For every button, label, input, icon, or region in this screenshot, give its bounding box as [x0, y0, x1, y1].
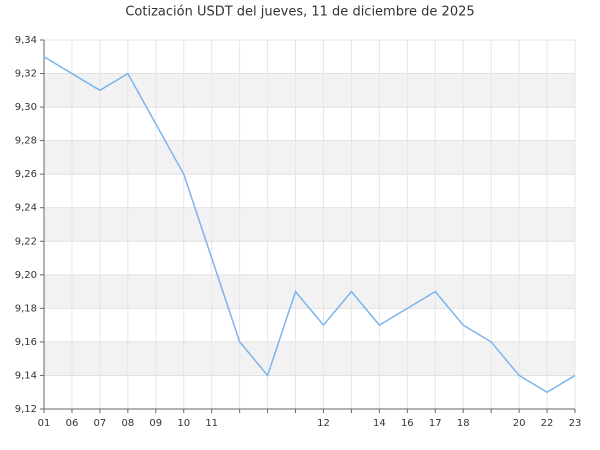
- y-tick-label: 9,28: [15, 136, 37, 147]
- grid-band: [44, 274, 575, 309]
- y-tick-label: 9,30: [15, 102, 37, 113]
- x-tick-label: 22: [541, 418, 554, 429]
- y-tick-label: 9,34: [15, 35, 37, 46]
- y-tick-label: 9,16: [15, 337, 37, 348]
- x-tick-label: 06: [66, 418, 79, 429]
- grid-band: [44, 341, 575, 376]
- x-tick-label: 10: [177, 418, 190, 429]
- x-tick-label: 11: [205, 418, 218, 429]
- x-tick-label: 09: [149, 418, 162, 429]
- grid-band: [44, 207, 575, 242]
- x-tick-label: 17: [429, 418, 442, 429]
- y-tick-label: 9,20: [15, 270, 37, 281]
- y-tick-label: 9,22: [15, 236, 37, 247]
- x-tick-label: 07: [94, 418, 107, 429]
- x-tick-label: 20: [513, 418, 526, 429]
- x-tick-label: 12: [317, 418, 330, 429]
- x-tick-label: 08: [121, 418, 134, 429]
- grid-band: [44, 73, 575, 108]
- x-tick-label: 18: [457, 418, 470, 429]
- y-tick-label: 9,26: [15, 169, 37, 180]
- y-tick-label: 9,14: [15, 370, 37, 381]
- y-tick-label: 9,12: [15, 404, 37, 415]
- chart-title: Cotización USDT del jueves, 11 de diciem…: [125, 5, 474, 20]
- line-series: [43, 56, 576, 394]
- y-tick-label: 9,18: [15, 303, 37, 314]
- x-tick-label: 14: [373, 418, 386, 429]
- y-tick-label: 9,24: [15, 203, 37, 214]
- x-tick-label: 23: [569, 418, 582, 429]
- x-tick-label: 16: [401, 418, 414, 429]
- x-tick-label: 01: [38, 418, 51, 429]
- grid-band: [44, 140, 575, 175]
- y-tick-label: 9,32: [15, 69, 37, 80]
